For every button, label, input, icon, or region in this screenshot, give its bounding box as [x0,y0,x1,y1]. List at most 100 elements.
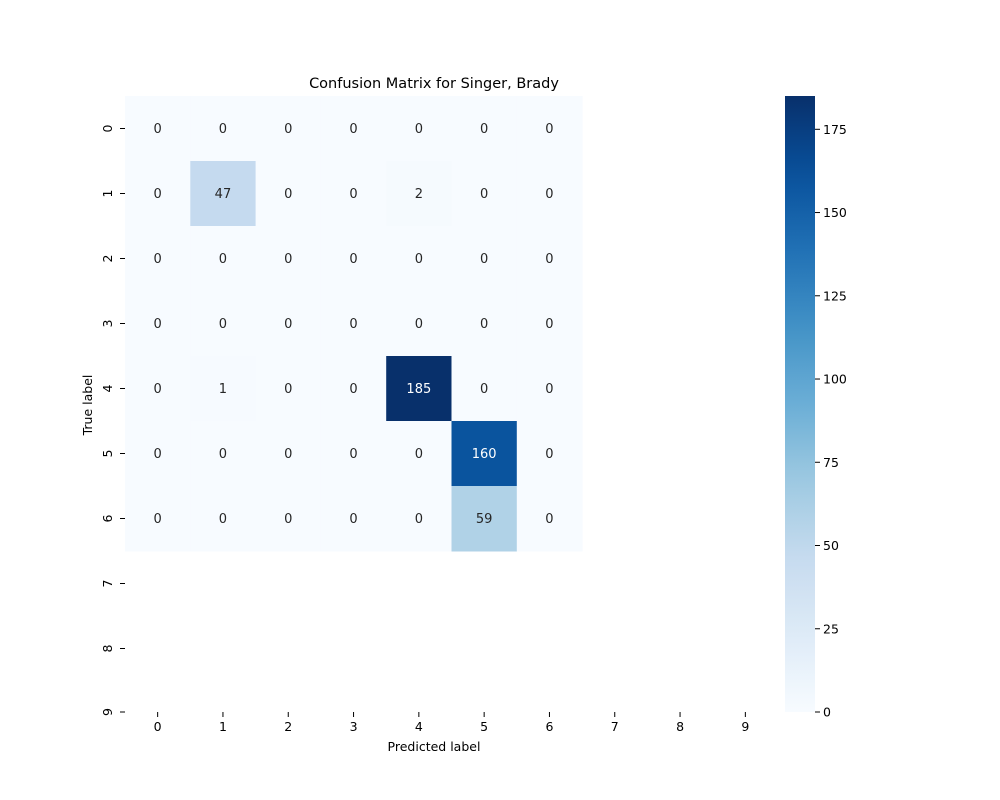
cell-value-label: 0 [284,122,292,137]
heatmap-cell [386,421,452,487]
heatmap-cell [516,421,583,487]
heatmap-cell [125,486,191,552]
heatmap-cell [386,226,452,292]
heatmap-cell [451,161,518,227]
x-tick-label: 0 [154,719,162,734]
y-tick-label: 9 [100,708,115,716]
colorbar-tick-label: 25 [823,621,839,636]
cell-value-label: 160 [472,447,497,462]
heatmap-cell [516,291,583,357]
heatmap-cell [516,96,583,162]
y-tick-label: 7 [100,580,115,588]
cell-value-label: 0 [545,187,553,202]
heatmap-cell [190,486,257,552]
heatmap-cell [451,486,518,552]
heatmap-cell [320,291,387,357]
heatmap-cell [190,226,257,292]
cell-value-label: 0 [545,122,553,137]
heatmap-cell [125,96,191,162]
cell-value-label: 0 [415,317,423,332]
heatmap-cell [255,226,322,292]
heatmap-cell [255,421,322,487]
colorbar-tick-label: 0 [823,705,831,720]
y-tick-label: 3 [100,320,115,328]
colorbar-ticks: 0 25 50 75 100 125 150 175 [815,122,847,720]
heatmap-cell [190,161,257,227]
cell-value-label: 0 [154,252,162,267]
x-axis-label: Predicted label [388,739,481,754]
cell-value-label: 0 [154,382,162,397]
heatmap-cell [190,356,257,422]
cell-value-label: 0 [545,512,553,527]
heatmap-cell [320,356,387,422]
cell-value-label: 0 [349,382,357,397]
y-axis-label: True label [80,375,95,437]
heatmap-cell [386,291,452,357]
heatmap-cell [320,96,387,162]
cell-value-label: 47 [215,187,232,202]
cell-value-label: 0 [415,447,423,462]
heatmap-cell [320,226,387,292]
cell-value-label: 0 [284,187,292,202]
cell-value-label: 0 [284,252,292,267]
heatmap-cell [255,96,322,162]
colorbar-tick-label: 175 [823,122,847,137]
cell-value-label: 0 [415,252,423,267]
chart-title: Confusion Matrix for Singer, Brady [309,76,559,92]
cell-value-label: 0 [349,122,357,137]
x-tick-label: 1 [219,719,227,734]
cell-value-label: 0 [154,122,162,137]
cell-value-label: 0 [545,382,553,397]
y-axis: 0 1 2 3 4 5 6 7 8 9 [100,124,125,716]
x-tick-label: 5 [480,719,488,734]
cell-value-label: 0 [349,512,357,527]
cell-value-label: 0 [480,187,488,202]
heatmap-cell [386,96,452,162]
heatmap-cell [125,421,191,487]
x-axis: 0 1 2 3 4 5 6 7 8 9 [154,712,749,734]
cell-value-label: 0 [480,122,488,137]
cell-annotations: 0 0 0 0 0 0 0 0 47 0 0 2 0 0 0 0 0 0 0 0 0 0 0 0 0 0 0 0 0 1 0 0 185 0 0 0 0… [154,122,554,527]
heatmap-cell [125,226,191,292]
cell-value-label: 0 [284,512,292,527]
heatmap-cell [451,226,518,292]
heatmap-cell [516,161,583,227]
cell-value-label: 0 [545,252,553,267]
x-tick-label: 4 [415,719,423,734]
colorbar-tick-label: 150 [823,205,847,220]
cell-value-label: 59 [476,512,493,527]
cell-value-label: 0 [349,317,357,332]
cell-value-label: 2 [415,187,423,202]
cell-value-label: 0 [545,317,553,332]
x-tick-label: 7 [611,719,619,734]
y-tick-label: 1 [100,190,115,198]
cell-value-label: 0 [219,512,227,527]
y-tick-label: 2 [100,255,115,263]
cell-value-label: 0 [415,512,423,527]
heatmap-cell [451,356,518,422]
heatmap-cell [255,291,322,357]
heatmap-cell [255,161,322,227]
colorbar [785,96,815,712]
heatmap-cell [451,96,518,162]
cell-value-label: 1 [219,382,227,397]
colorbar-tick-label: 75 [823,455,839,470]
cell-value-label: 0 [219,447,227,462]
heatmap-cell [451,421,518,487]
cell-value-label: 0 [154,317,162,332]
heatmap-cell [190,291,257,357]
cell-value-label: 0 [219,317,227,332]
y-tick-label: 8 [100,644,115,652]
cell-value-label: 0 [219,122,227,137]
cell-value-label: 185 [406,382,431,397]
y-tick-label: 4 [100,384,115,392]
cell-value-label: 0 [415,122,423,137]
cell-value-label: 0 [480,317,488,332]
x-tick-label: 3 [350,719,358,734]
heatmap-cell [190,421,257,487]
cell-value-label: 0 [284,447,292,462]
cell-value-label: 0 [284,317,292,332]
x-tick-label: 9 [741,719,749,734]
heatmap-cell [320,486,387,552]
